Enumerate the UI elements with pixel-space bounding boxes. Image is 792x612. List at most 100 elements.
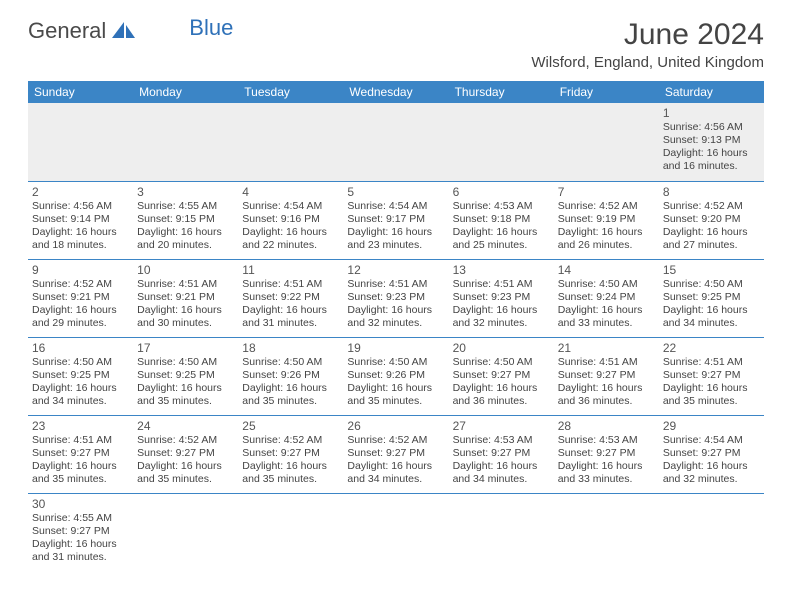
calendar-cell: 7Sunrise: 4:52 AMSunset: 9:19 PMDaylight… [554,181,659,259]
sunrise-line: Sunrise: 4:51 AM [663,356,760,369]
day-number: 4 [242,185,339,199]
calendar-cell: 22Sunrise: 4:51 AMSunset: 9:27 PMDayligh… [659,337,764,415]
day-number: 14 [558,263,655,277]
sunrise-line: Sunrise: 4:50 AM [137,356,234,369]
daylight-line: Daylight: 16 hours and 27 minutes. [663,226,760,252]
dow-header: Wednesday [343,81,448,103]
calendar-cell [28,103,133,181]
calendar-cell: 26Sunrise: 4:52 AMSunset: 9:27 PMDayligh… [343,415,448,493]
logo: General Blue [28,18,233,44]
sunset-line: Sunset: 9:27 PM [242,447,339,460]
day-number: 10 [137,263,234,277]
day-number: 26 [347,419,444,433]
sunset-line: Sunset: 9:27 PM [137,447,234,460]
daylight-line: Daylight: 16 hours and 34 minutes. [347,460,444,486]
day-number: 29 [663,419,760,433]
sunrise-line: Sunrise: 4:50 AM [242,356,339,369]
sunset-line: Sunset: 9:27 PM [32,525,129,538]
sunrise-line: Sunrise: 4:55 AM [137,200,234,213]
calendar-cell: 14Sunrise: 4:50 AMSunset: 9:24 PMDayligh… [554,259,659,337]
daylight-line: Daylight: 16 hours and 36 minutes. [453,382,550,408]
sunset-line: Sunset: 9:14 PM [32,213,129,226]
sunset-line: Sunset: 9:25 PM [32,369,129,382]
day-number: 9 [32,263,129,277]
day-number: 17 [137,341,234,355]
dow-header: Monday [133,81,238,103]
calendar-cell: 2Sunrise: 4:56 AMSunset: 9:14 PMDaylight… [28,181,133,259]
day-number: 6 [453,185,550,199]
day-number: 25 [242,419,339,433]
daylight-line: Daylight: 16 hours and 35 minutes. [242,382,339,408]
daylight-line: Daylight: 16 hours and 30 minutes. [137,304,234,330]
sunrise-line: Sunrise: 4:55 AM [32,512,129,525]
day-number: 20 [453,341,550,355]
sunset-line: Sunset: 9:27 PM [453,369,550,382]
sunset-line: Sunset: 9:23 PM [453,291,550,304]
calendar-cell: 9Sunrise: 4:52 AMSunset: 9:21 PMDaylight… [28,259,133,337]
calendar-cell: 17Sunrise: 4:50 AMSunset: 9:25 PMDayligh… [133,337,238,415]
calendar-cell: 6Sunrise: 4:53 AMSunset: 9:18 PMDaylight… [449,181,554,259]
daylight-line: Daylight: 16 hours and 29 minutes. [32,304,129,330]
sunset-line: Sunset: 9:26 PM [242,369,339,382]
location-text: Wilsford, England, United Kingdom [531,54,764,71]
dow-header: Sunday [28,81,133,103]
sunset-line: Sunset: 9:24 PM [558,291,655,304]
calendar-cell: 4Sunrise: 4:54 AMSunset: 9:16 PMDaylight… [238,181,343,259]
sunset-line: Sunset: 9:21 PM [137,291,234,304]
calendar-cell: 1Sunrise: 4:56 AMSunset: 9:13 PMDaylight… [659,103,764,181]
sunset-line: Sunset: 9:27 PM [347,447,444,460]
daylight-line: Daylight: 16 hours and 34 minutes. [32,382,129,408]
calendar-cell [238,493,343,571]
calendar-cell [449,103,554,181]
calendar-cell: 25Sunrise: 4:52 AMSunset: 9:27 PMDayligh… [238,415,343,493]
calendar-cell [659,493,764,571]
calendar-cell [133,493,238,571]
daylight-line: Daylight: 16 hours and 33 minutes. [558,460,655,486]
day-number: 21 [558,341,655,355]
daylight-line: Daylight: 16 hours and 31 minutes. [242,304,339,330]
calendar-cell: 15Sunrise: 4:50 AMSunset: 9:25 PMDayligh… [659,259,764,337]
day-number: 23 [32,419,129,433]
sunrise-line: Sunrise: 4:50 AM [453,356,550,369]
sunrise-line: Sunrise: 4:50 AM [663,278,760,291]
sunset-line: Sunset: 9:23 PM [347,291,444,304]
day-number: 2 [32,185,129,199]
daylight-line: Daylight: 16 hours and 33 minutes. [558,304,655,330]
calendar-cell [238,103,343,181]
sunrise-line: Sunrise: 4:51 AM [347,278,444,291]
calendar-table: SundayMondayTuesdayWednesdayThursdayFrid… [28,81,764,571]
daylight-line: Daylight: 16 hours and 35 minutes. [137,460,234,486]
calendar-cell: 11Sunrise: 4:51 AMSunset: 9:22 PMDayligh… [238,259,343,337]
calendar-cell [554,103,659,181]
sunset-line: Sunset: 9:25 PM [663,291,760,304]
calendar-cell [554,493,659,571]
calendar-cell: 13Sunrise: 4:51 AMSunset: 9:23 PMDayligh… [449,259,554,337]
daylight-line: Daylight: 16 hours and 34 minutes. [453,460,550,486]
daylight-line: Daylight: 16 hours and 36 minutes. [558,382,655,408]
day-number: 8 [663,185,760,199]
sunrise-line: Sunrise: 4:54 AM [347,200,444,213]
title-block: June 2024 Wilsford, England, United King… [531,18,764,71]
day-number: 3 [137,185,234,199]
dow-header: Friday [554,81,659,103]
sunset-line: Sunset: 9:22 PM [242,291,339,304]
calendar-head: SundayMondayTuesdayWednesdayThursdayFrid… [28,81,764,103]
sunset-line: Sunset: 9:20 PM [663,213,760,226]
calendar-cell: 24Sunrise: 4:52 AMSunset: 9:27 PMDayligh… [133,415,238,493]
daylight-line: Daylight: 16 hours and 25 minutes. [453,226,550,252]
sunset-line: Sunset: 9:21 PM [32,291,129,304]
day-number: 15 [663,263,760,277]
sunrise-line: Sunrise: 4:54 AM [663,434,760,447]
sail-icon [111,20,137,43]
daylight-line: Daylight: 16 hours and 35 minutes. [242,460,339,486]
day-number: 5 [347,185,444,199]
sunset-line: Sunset: 9:27 PM [32,447,129,460]
daylight-line: Daylight: 16 hours and 16 minutes. [663,147,760,173]
calendar-body: 1Sunrise: 4:56 AMSunset: 9:13 PMDaylight… [28,103,764,571]
daylight-line: Daylight: 16 hours and 35 minutes. [663,382,760,408]
calendar-cell [133,103,238,181]
sunrise-line: Sunrise: 4:52 AM [347,434,444,447]
sunrise-line: Sunrise: 4:53 AM [453,434,550,447]
day-number: 22 [663,341,760,355]
calendar-cell [343,103,448,181]
